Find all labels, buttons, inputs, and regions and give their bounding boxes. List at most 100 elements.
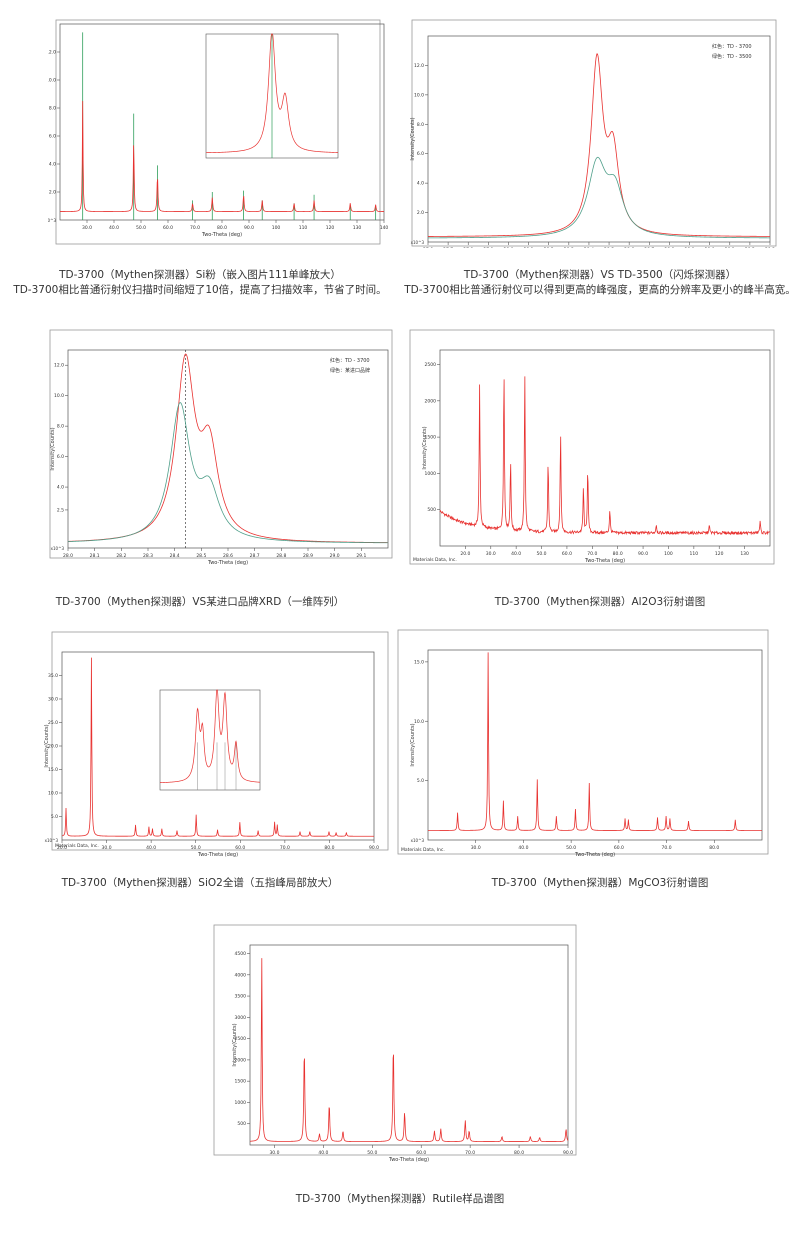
x-tick-label: 29.2 xyxy=(745,247,755,248)
caption-td3700-vs-td3500: TD-3700（Mythen探测器）VS TD-3500（闪烁探测器） TD-3… xyxy=(400,268,800,298)
y-tick-label: 2500 xyxy=(425,362,437,368)
y-tick-label: 2000 xyxy=(425,398,437,404)
x-tick-label: 29.1 xyxy=(356,553,366,559)
x-tick-label: 28.5 xyxy=(604,247,614,248)
legend-entry: 红色：TD - 3700 xyxy=(330,357,370,364)
x-tick-label: 60.0 xyxy=(614,845,624,851)
x-tick-label: 130 xyxy=(740,551,749,557)
x-tick-label: 120 xyxy=(326,225,335,231)
y-tick-label: 3500 xyxy=(235,994,247,1000)
y-tick-label: 3000 xyxy=(235,1015,247,1021)
x-tick-label: 50.0 xyxy=(537,551,547,557)
chart-panel-rutile: 30.0 40.0 50.0 60.0 70.0 80.0 90.0 500 1000 1500 2… xyxy=(212,923,578,1173)
caption-line1: TD-3700（Mythen探测器）VS TD-3500（闪烁探测器） xyxy=(463,269,737,281)
y-tick-label: 10.0 xyxy=(48,78,56,84)
y-tick-label: 4000 xyxy=(235,972,247,978)
chart-frame xyxy=(213,924,577,1156)
y-tick-label: 1000 xyxy=(235,1100,247,1106)
y-tick-label: 10.0 xyxy=(54,393,64,399)
x-axis-label: Two-Theta (deg) xyxy=(388,1157,429,1163)
y-tick-label: 8.0 xyxy=(49,106,56,112)
series-line xyxy=(428,53,770,237)
y-multiplier: x10^3 xyxy=(411,838,425,843)
x-tick-label: 28.4 xyxy=(170,553,180,559)
caption-si-powder: TD-3700（Mythen探测器）Si粉（嵌入图片111单峰放大） TD-37… xyxy=(0,268,400,298)
series-line xyxy=(61,657,374,837)
x-tick-label: 28.7 xyxy=(644,247,654,248)
legend-entry: 绿色：TD - 3500 xyxy=(712,53,752,60)
y-tick-label: 10.0 xyxy=(48,791,58,797)
y-tick-label: 500 xyxy=(427,507,436,513)
x-tick-label: 28.1 xyxy=(524,247,534,248)
legend-entry: 红色：TD - 3700 xyxy=(712,43,752,50)
x-tick-label: 40.0 xyxy=(318,1150,328,1156)
x-tick-label: 28.7 xyxy=(250,553,260,559)
x-tick-label: 50.0 xyxy=(191,845,201,851)
y-tick-label: 8.0 xyxy=(417,122,424,128)
y-tick-label: 12.0 xyxy=(414,63,424,69)
chart-panel-td3700-vs-import: 28.0 28.1 28.2 28.3 28.4 28.5 28.6 28.7 28.8 28.9… xyxy=(48,328,394,576)
x-tick-label: 90.0 xyxy=(638,551,648,557)
y-tick-label: 20.0 xyxy=(48,744,58,750)
x-tick-label: 50.0 xyxy=(136,225,146,231)
chart-panel-sio2: 20.0 30.0 40.0 50.0 60.0 70.0 80.0 90.0 5.0 10.0 1… xyxy=(28,628,390,874)
y-multiplier: x10^3 xyxy=(51,546,65,551)
y-tick-label: 4.0 xyxy=(57,485,64,491)
chart-frame xyxy=(397,629,769,855)
caption-rutile: TD-3700（Mythen探测器）Rutile样品谱图 xyxy=(200,1192,600,1207)
chart-panel-td3700-vs-td3500: 27.6 27.7 27.8 27.9 28.0 28.1 28.2 28.3 28.4 28.5… xyxy=(410,18,780,248)
x-axis-label: Two-Theta (deg) xyxy=(197,852,238,858)
x-tick-label: 50.0 xyxy=(367,1150,377,1156)
x-tick-label: 100 xyxy=(664,551,673,557)
chart-sio2: 20.0 30.0 40.0 50.0 60.0 70.0 80.0 90.0 5.0 10.0 1… xyxy=(44,631,389,858)
inset-series-line xyxy=(159,689,261,783)
x-tick-label: 40.0 xyxy=(146,845,156,851)
y-tick-label: 4500 xyxy=(235,951,247,957)
x-tick-label: 80.0 xyxy=(613,551,623,557)
y-multiplier: x10^3 xyxy=(45,838,59,843)
x-tick-label: 20.0 xyxy=(57,845,67,851)
caption-mgco3: TD-3700（Mythen探测器）MgCO3衍射谱图 xyxy=(400,876,800,891)
chart-footer: Materials Data, Inc. xyxy=(413,557,457,563)
y-tick-label: 2.5 xyxy=(57,507,64,513)
y-tick-label: 35.0 xyxy=(48,673,58,679)
x-tick-label: 40.0 xyxy=(511,551,521,557)
x-tick-label: 80.0 xyxy=(709,845,719,851)
y-tick-label: 30.0 xyxy=(48,697,58,703)
chart-mgco3: 30.0 40.0 50.0 60.0 70.0 80.0 5.0 10.0 15.0 Two-T… xyxy=(397,629,769,858)
y-axis-label: Intensity(Counts) xyxy=(50,427,56,470)
legend-entry: 绿色：某进口品牌 xyxy=(330,367,370,374)
y-tick-label: 2.0 xyxy=(49,190,56,196)
x-tick-label: 29.1 xyxy=(725,247,735,248)
y-tick-label: 1500 xyxy=(235,1079,247,1085)
x-tick-label: 80.0 xyxy=(514,1150,524,1156)
caption-sio2: TD-3700（Mythen探测器）SiO2全谱（五指峰局部放大） xyxy=(0,876,400,891)
y-tick-label: 12.0 xyxy=(54,363,64,369)
y-tick-label: 10.0 xyxy=(414,719,424,725)
x-tick-label: 50.0 xyxy=(566,845,576,851)
x-tick-label: 140 xyxy=(380,225,388,231)
y-tick-label: 1000 xyxy=(425,471,437,477)
x-tick-label: 60.0 xyxy=(235,845,245,851)
chart-si-powder: 30.0 40.0 50.0 60.0 70.0 80.0 90.0 100 110 120 130… xyxy=(48,19,388,245)
chart-panel-mgco3: 30.0 40.0 50.0 60.0 70.0 80.0 5.0 10.0 15.0 Two-T… xyxy=(396,628,770,874)
y-tick-label: 8.0 xyxy=(57,424,64,430)
x-tick-label: 30.0 xyxy=(269,1150,279,1156)
x-tick-label: 60.0 xyxy=(163,225,173,231)
caption-line2: TD-3700相比普通衍射仪可以得到更高的峰强度，更高的分辨率及更小的峰半高宽。 xyxy=(404,284,796,296)
plot-area xyxy=(427,649,763,841)
series-line xyxy=(249,958,569,1142)
x-tick-label: 28.8 xyxy=(276,553,286,559)
x-tick-label: 28.0 xyxy=(503,247,513,248)
x-tick-label: 28.8 xyxy=(664,247,674,248)
x-tick-label: 110 xyxy=(690,551,699,557)
x-tick-label: 28.6 xyxy=(624,247,634,248)
x-tick-label: 80.0 xyxy=(217,225,227,231)
caption-td3700-vs-import: TD-3700（Mythen探测器）VS某进口品牌XRD（一维阵列） xyxy=(0,595,400,610)
x-tick-label: 20.0 xyxy=(460,551,470,557)
x-tick-label: 30.0 xyxy=(102,845,112,851)
y-tick-label: 15.0 xyxy=(414,659,424,665)
series-line xyxy=(428,652,762,831)
y-tick-label: 6.0 xyxy=(57,454,64,460)
x-tick-label: 30.0 xyxy=(82,225,92,231)
